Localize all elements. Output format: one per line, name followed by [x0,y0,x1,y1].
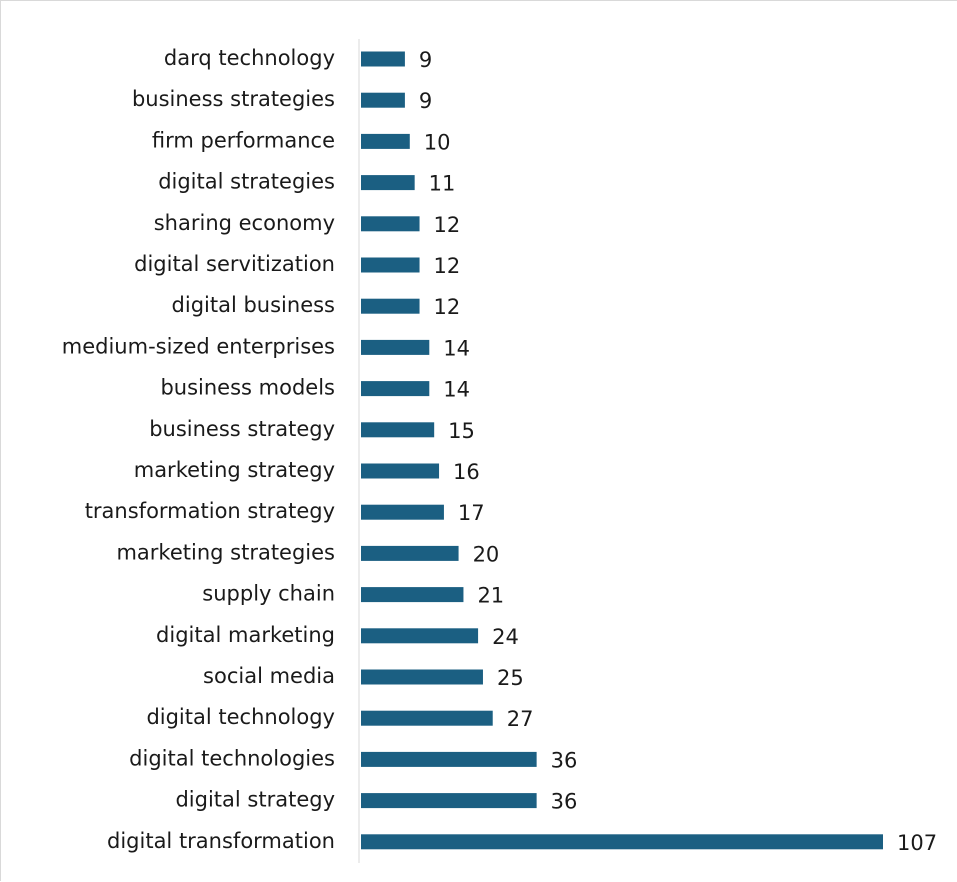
category-label-digital-marketing: digital marketing [156,623,335,647]
bar-digital-technology [361,710,493,726]
data-label-digital-servitization: 12 [434,254,461,278]
data-label-business-models: 14 [443,378,470,402]
category-label-social-media: social media [203,664,335,688]
category-label-digital-transformation: digital transformation [107,829,335,853]
data-label-digital-technologies: 36 [551,748,578,772]
bar-digital-marketing [361,628,479,644]
category-label-digital-technology: digital technology [146,705,335,729]
data-label-business-strategies: 9 [419,89,432,113]
bar-digital-technologies [361,751,537,767]
bar-digital-servitization [361,257,420,273]
category-label-marketing-strategy: marketing strategy [134,458,335,482]
data-label-transformation-strategy: 17 [458,501,485,525]
bar-firm-performance [361,133,410,149]
data-label-digital-strategies: 11 [429,172,456,196]
data-label-digital-strategy: 36 [551,790,578,814]
category-label-digital-servitization: digital servitization [134,252,335,276]
data-label-digital-transformation: 107 [897,831,937,855]
bar-digital-strategies [361,175,415,191]
category-label-business-models: business models [160,376,335,400]
category-label-sharing-economy: sharing economy [154,211,335,235]
bar-marketing-strategy [361,463,440,479]
bar-business-strategies [361,92,405,108]
category-label-firm-performance: firm performance [152,128,335,152]
bar-business-models [361,381,430,397]
category-label-darq-technology: darq technology [164,46,335,70]
data-label-marketing-strategy: 16 [453,460,480,484]
data-label-digital-technology: 27 [507,707,534,731]
bar-digital-transformation [361,834,883,850]
bar-supply-chain [361,587,464,603]
data-label-darq-technology: 9 [419,48,432,72]
data-label-digital-business: 12 [434,295,461,319]
data-label-digital-marketing: 24 [492,625,519,649]
category-label-business-strategy: business strategy [149,417,335,441]
data-label-social-media: 25 [497,666,524,690]
data-label-sharing-economy: 12 [434,213,461,237]
data-label-business-strategy: 15 [448,419,475,443]
bar-transformation-strategy [361,504,444,520]
bar-digital-strategy [361,793,537,809]
category-label-business-strategies: business strategies [132,87,335,111]
bar-sharing-economy [361,216,420,232]
category-label-supply-chain: supply chain [202,582,335,606]
data-label-medium-sized-enterprises: 14 [443,336,470,360]
category-label-digital-strategy: digital strategy [175,788,335,812]
data-label-marketing-strategies: 20 [473,542,500,566]
bars-group: darq technology 9 business strategies 9 firm… [62,46,937,855]
bar-digital-business [361,298,420,314]
category-label-digital-technologies: digital technologies [129,746,335,770]
category-label-medium-sized-enterprises: medium-sized enterprises [62,334,335,358]
bar-medium-sized-enterprises [361,339,430,355]
bar-darq-technology [361,51,405,67]
category-label-digital-strategies: digital strategies [158,170,335,194]
bar-social-media [361,669,483,685]
category-label-marketing-strategies: marketing strategies [116,540,335,564]
category-label-transformation-strategy: transformation strategy [85,499,335,523]
data-label-firm-performance: 10 [424,130,451,154]
bar-business-strategy [361,422,435,438]
category-label-digital-business: digital business [172,293,335,317]
data-label-supply-chain: 21 [477,584,504,608]
bar-marketing-strategies [361,545,459,561]
